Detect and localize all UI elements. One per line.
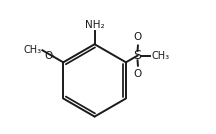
Text: S: S — [133, 49, 141, 62]
Text: CH₃: CH₃ — [152, 51, 170, 61]
Text: O: O — [134, 32, 142, 42]
Text: NH₂: NH₂ — [85, 20, 104, 30]
Text: O: O — [134, 69, 142, 79]
Text: O: O — [44, 51, 52, 61]
Text: CH₃: CH₃ — [24, 45, 42, 55]
